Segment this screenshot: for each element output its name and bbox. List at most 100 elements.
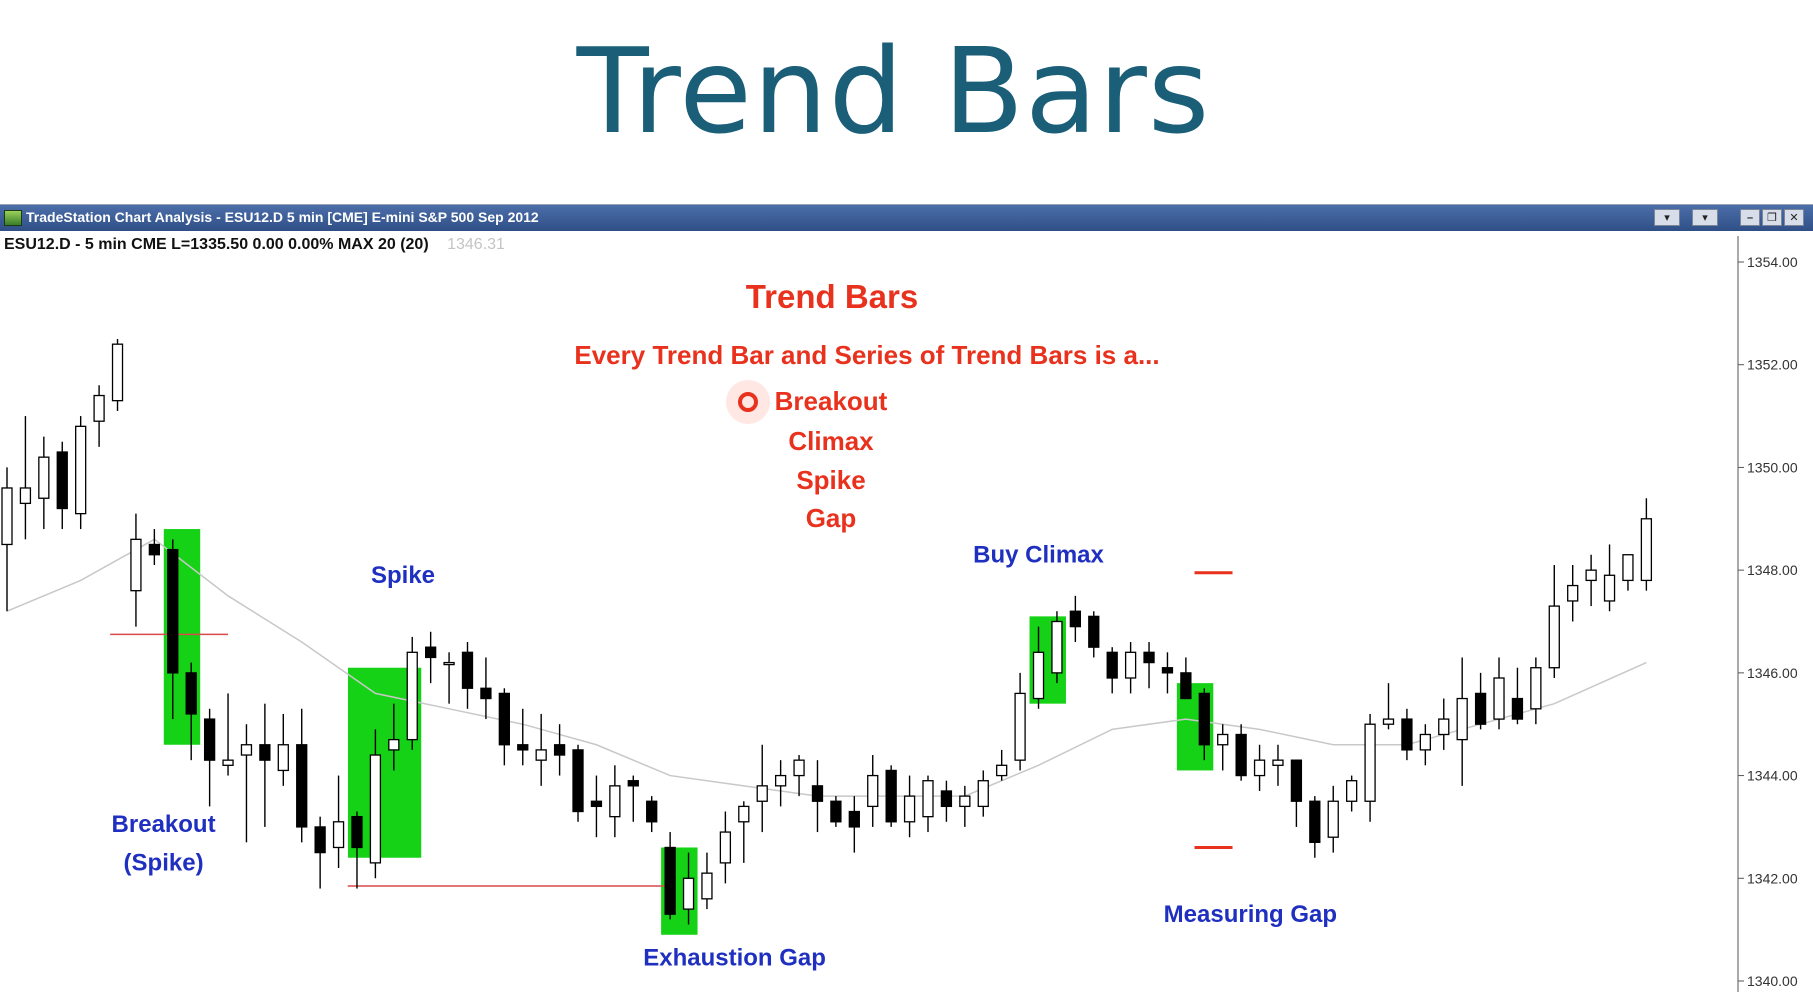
candle-body xyxy=(93,394,105,422)
price-tick-label: 1340.00 xyxy=(1747,973,1798,989)
candle xyxy=(830,796,842,827)
candle-body xyxy=(56,451,68,510)
candle xyxy=(1198,688,1210,761)
candle-body xyxy=(1143,651,1155,664)
candle-body xyxy=(1124,651,1137,679)
restore-icon[interactable]: ❐ xyxy=(1762,209,1782,226)
candle-body xyxy=(1567,584,1579,602)
candle xyxy=(553,724,566,776)
annotation-label: Breakout xyxy=(112,811,216,838)
list-item-gap: Gap xyxy=(806,503,857,533)
toolbar-dropdown-icon-2[interactable]: ▾ xyxy=(1692,209,1718,226)
candle-body xyxy=(75,425,87,515)
candle xyxy=(959,785,971,827)
candle xyxy=(1401,708,1413,761)
candle-body xyxy=(867,774,879,808)
candle xyxy=(719,811,732,884)
candle-body xyxy=(1327,800,1339,838)
candle-body xyxy=(959,795,971,808)
price-tick-label: 1346.00 xyxy=(1747,665,1798,681)
candle-body xyxy=(443,661,455,666)
candle-body xyxy=(222,759,234,766)
candle xyxy=(369,729,382,879)
candle-body xyxy=(1438,718,1450,736)
candle-body xyxy=(461,651,474,689)
toolbar-dropdown-icon[interactable]: ▾ xyxy=(1654,209,1680,226)
candle-body xyxy=(774,774,787,787)
candle xyxy=(1438,698,1450,750)
candle-body xyxy=(1640,518,1653,582)
candle-body xyxy=(480,687,492,700)
candle-body xyxy=(1272,759,1284,766)
candle-body xyxy=(1032,651,1045,700)
candle xyxy=(1253,744,1266,791)
candle xyxy=(111,339,124,411)
candle-body xyxy=(1622,554,1634,582)
candle xyxy=(1419,724,1431,766)
symbol-quote: ESU12.D - 5 min CME L=1335.50 0.00 0.00%… xyxy=(4,236,429,253)
candle xyxy=(480,657,492,720)
annotation-label: (Spike) xyxy=(124,850,204,877)
candle xyxy=(867,755,879,827)
candle-body xyxy=(185,672,197,715)
candle-body xyxy=(572,749,584,813)
candle-body xyxy=(590,800,603,808)
candle-body xyxy=(701,872,713,900)
candle xyxy=(425,631,437,684)
candle-body xyxy=(1364,723,1376,802)
symbol-status-line: ESU12.D - 5 min CME L=1335.50 0.00 0.00%… xyxy=(4,236,505,254)
candle-body xyxy=(1217,733,1229,746)
cursor-icon xyxy=(738,392,758,412)
candle-body xyxy=(332,821,345,849)
candle-body xyxy=(388,738,400,751)
candle-body xyxy=(1419,733,1431,751)
candle-body xyxy=(1014,692,1026,761)
candle-body xyxy=(793,759,805,777)
minimize-icon[interactable]: – xyxy=(1740,209,1760,226)
candle xyxy=(1290,759,1303,827)
candle xyxy=(940,780,953,822)
candle-body xyxy=(425,646,437,659)
window-titlebar[interactable]: TradeStation Chart Analysis - ESU12.D 5 … xyxy=(0,205,1813,231)
candle-body xyxy=(903,795,916,823)
chart-subtitle: Every Trend Bar and Series of Trend Bars… xyxy=(574,340,1159,370)
candle xyxy=(148,529,161,566)
candle xyxy=(664,832,676,920)
close-icon[interactable]: ✕ xyxy=(1784,209,1804,226)
candle-body xyxy=(811,785,824,802)
window-title: TradeStation Chart Analysis - ESU12.D 5 … xyxy=(26,209,539,225)
candle-body xyxy=(1180,672,1192,700)
candle xyxy=(406,636,418,750)
candle xyxy=(682,852,695,925)
candle xyxy=(1327,785,1339,853)
annotation-label: Exhaustion Gap xyxy=(643,945,826,972)
candle xyxy=(1346,775,1358,812)
price-tick-label: 1342.00 xyxy=(1747,870,1798,886)
candle xyxy=(1124,642,1137,694)
candle-body xyxy=(940,790,953,808)
candle xyxy=(1,467,13,612)
slide-title: Trend Bars xyxy=(576,22,1211,160)
candle-body xyxy=(1603,574,1616,602)
candle-body xyxy=(609,785,621,818)
candle-body xyxy=(240,744,253,756)
price-tick-label: 1352.00 xyxy=(1747,357,1798,373)
candle xyxy=(1382,683,1395,730)
candle xyxy=(1548,565,1560,678)
candle-body xyxy=(664,846,676,915)
candle xyxy=(1530,657,1542,725)
candle-body xyxy=(277,744,289,772)
candle-body xyxy=(406,651,418,741)
candle xyxy=(1456,657,1468,786)
candle xyxy=(56,441,68,530)
candle-body xyxy=(646,800,658,823)
candle-body xyxy=(1198,692,1210,746)
candle xyxy=(388,703,400,771)
candle xyxy=(443,652,455,704)
candle-body xyxy=(369,754,382,864)
moving-average-line xyxy=(6,538,1647,797)
price-tick-label: 1344.00 xyxy=(1747,768,1798,784)
candle xyxy=(1622,554,1634,591)
candle xyxy=(535,713,547,786)
